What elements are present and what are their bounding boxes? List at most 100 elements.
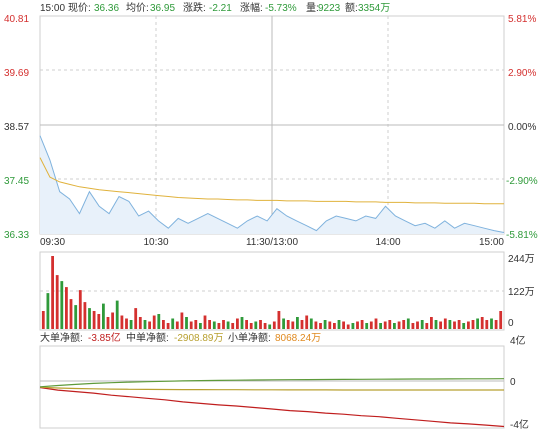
volume-bar [277, 311, 281, 329]
volume-bar [328, 321, 332, 329]
y-left-tick: 36.33 [4, 230, 29, 241]
volume-bar [393, 323, 396, 329]
volume-bar [249, 323, 253, 329]
x-tick: 11:30/13:00 [246, 237, 299, 248]
volume-bar [240, 317, 244, 329]
volume-panel-frame [39, 251, 505, 331]
volume-bar [78, 290, 82, 329]
volume-bar [383, 321, 387, 329]
volume-bar [60, 281, 64, 329]
x-tick: 14:00 [375, 237, 400, 248]
volume-bar [305, 315, 309, 329]
volume-bar [434, 320, 438, 329]
volume-bar [88, 308, 91, 329]
flow-mid-value: -2908.89万 [174, 333, 223, 344]
header-chg: -2.21 [209, 3, 232, 14]
header-amt-label: 额: [345, 1, 358, 14]
volume-bar [467, 321, 470, 329]
volume-bar [175, 321, 179, 329]
volume-bar [388, 320, 392, 329]
volume-bar [199, 323, 202, 329]
volume-bar [346, 324, 350, 329]
volume-bar [457, 320, 461, 329]
volume-bar [462, 323, 466, 329]
header-time: 15:00 [40, 3, 65, 14]
volume-bar [106, 317, 110, 329]
y-right-tick: 0.00% [508, 122, 536, 133]
volume-bar [208, 320, 211, 329]
volume-bar [300, 320, 304, 329]
volume-bar [180, 312, 184, 329]
volume-bar [83, 302, 87, 329]
y-right-tick: 5.81% [508, 14, 536, 25]
volume-bar [282, 318, 285, 329]
flow-panel-frame [39, 345, 505, 429]
header-avg-label: 均价: [126, 2, 149, 14]
volume-bar [148, 321, 151, 329]
y-right-tick: 2.90% [508, 68, 536, 79]
volume-bar [480, 317, 484, 329]
volume-bar [337, 320, 341, 329]
flow-large-label: 大单净额: [40, 331, 83, 344]
volume-bar [69, 299, 73, 329]
y-right-tick: -5.81% [506, 230, 538, 241]
volume-bar [314, 321, 318, 329]
flow-small-value: 8068.24万 [275, 333, 321, 344]
volume-tick: 122万 [508, 287, 535, 298]
flow-tick: 4亿 [510, 334, 526, 347]
x-tick: 09:30 [40, 237, 65, 248]
volume-bar [217, 323, 221, 329]
volume-bar [226, 321, 230, 329]
volume-bar [185, 317, 188, 329]
header-price-label: 现价: [68, 2, 91, 14]
volume-bar [203, 315, 207, 329]
volume-bar [439, 321, 442, 329]
volume-bar [231, 323, 235, 329]
header-pct-label: 涨幅: [240, 1, 263, 14]
y-left-tick: 38.57 [4, 122, 29, 133]
header-vol-label: 量: [306, 2, 319, 14]
header-vol: 9223 [318, 3, 341, 14]
volume-bar [485, 320, 489, 329]
volume-bar [351, 323, 355, 329]
header-pct: -5.73% [265, 3, 297, 14]
volume-bar [356, 321, 359, 329]
volume-bar [453, 321, 456, 329]
volume-bar [102, 303, 105, 329]
volume-bar [416, 321, 419, 329]
volume-bar [379, 323, 382, 329]
x-tick: 10:30 [143, 237, 168, 248]
volume-tick: 0 [508, 318, 514, 329]
header-avg: 36.95 [150, 3, 175, 14]
volume-bar [411, 323, 415, 329]
volume-bar [443, 318, 447, 329]
volume-bar [323, 320, 327, 329]
volume-bar [397, 321, 401, 329]
volume-bar [236, 318, 239, 329]
volume-bar [51, 256, 54, 329]
y-left-tick: 39.69 [4, 68, 29, 79]
flow-tick: 0 [510, 377, 516, 388]
volume-bar [494, 320, 498, 329]
volume-bar [268, 324, 272, 329]
volume-bar [143, 320, 147, 329]
flow-large-line [39, 386, 505, 428]
volume-bar [222, 320, 225, 329]
volume-bar [189, 321, 193, 329]
volume-bar [369, 321, 373, 329]
volume-bar [296, 317, 299, 329]
volume-bar [291, 321, 295, 329]
volume-bar [111, 312, 114, 329]
volume-bar [46, 293, 50, 329]
volume-bar [129, 320, 133, 329]
header-chg-label: 涨跌: [183, 1, 206, 14]
volume-bar [319, 323, 322, 329]
volume-bar [194, 320, 198, 329]
volume-bar [374, 318, 378, 329]
y-left-tick: 37.45 [4, 176, 29, 187]
volume-bar [490, 318, 493, 329]
volume-bar [41, 311, 45, 329]
y-right-tick: -2.90% [506, 176, 538, 187]
volume-bar [333, 323, 336, 329]
